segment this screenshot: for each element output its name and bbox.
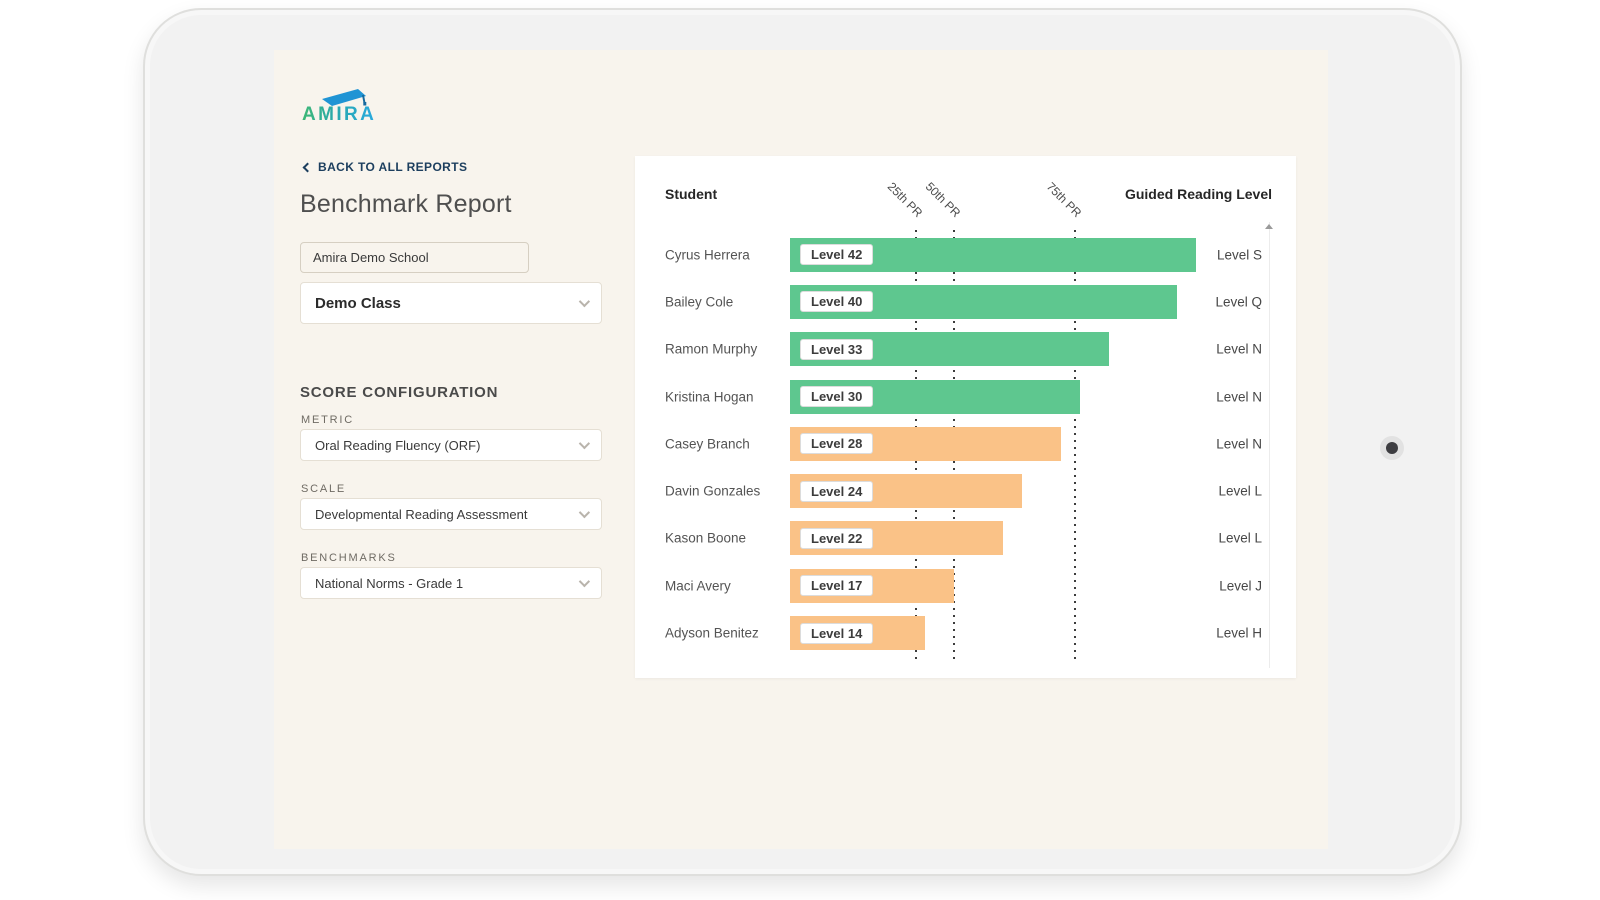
chevron-down-icon (578, 295, 591, 308)
tablet-frame: AMIRA BACK TO ALL REPORTS Benchmark Repo… (143, 8, 1462, 876)
table-row: Kason Boone Level 22 Level L (635, 515, 1296, 562)
student-name: Davin Gonzales (665, 483, 761, 499)
table-row: Adyson Benitez Level 14 Level H (635, 609, 1296, 656)
table-row: Kristina Hogan Level 30 Level N (635, 373, 1296, 420)
guided-reading-level: Level H (1216, 625, 1262, 641)
guided-reading-level: Level N (1216, 436, 1262, 452)
chevron-down-icon (578, 437, 591, 450)
benchmark-chart-card: Student Guided Reading Level 25th PR 50th… (635, 156, 1296, 678)
scroll-up-icon[interactable] (1265, 224, 1273, 229)
bar-chip: Level 40 (800, 291, 874, 313)
bar-chip: Level 22 (800, 527, 874, 549)
percentile-label: 25th PR (884, 179, 925, 220)
bar-chip: Level 14 (800, 622, 874, 644)
column-header-guided-reading-level: Guided Reading Level (1124, 186, 1272, 202)
student-name: Maci Avery (665, 578, 731, 594)
school-input[interactable] (300, 242, 529, 273)
guided-reading-level: Level J (1219, 578, 1262, 594)
chevron-down-icon (578, 575, 591, 588)
scrollbar-track[interactable] (1269, 222, 1270, 668)
score-bar[interactable]: Level 22 (790, 521, 1003, 556)
score-bar[interactable]: Level 14 (790, 616, 925, 651)
app-screen: AMIRA BACK TO ALL REPORTS Benchmark Repo… (274, 50, 1328, 849)
student-name: Casey Branch (665, 436, 750, 452)
scale-select[interactable]: Developmental Reading Assessment (300, 498, 602, 530)
back-link-label: BACK TO ALL REPORTS (318, 160, 468, 174)
guided-reading-level: Level N (1216, 341, 1262, 357)
chart-rows: Cyrus Herrera Level 42 Level S Bailey Co… (635, 231, 1296, 657)
bar-chip: Level 30 (800, 386, 874, 408)
guided-reading-level: Level S (1216, 247, 1262, 263)
score-bar[interactable]: Level 28 (790, 426, 1061, 461)
camera-lens-icon (1386, 442, 1398, 454)
logo-text: AMIRA (302, 104, 376, 124)
page-title: Benchmark Report (300, 190, 512, 218)
amira-logo: AMIRA (302, 86, 382, 129)
class-select-value: Demo Class (315, 294, 401, 312)
score-configuration-heading: SCORE CONFIGURATION (300, 384, 499, 401)
score-bar[interactable]: Level 17 (790, 568, 954, 603)
percentile-gridline (1074, 230, 1076, 660)
score-bar[interactable]: Level 30 (790, 379, 1080, 414)
scale-label: SCALE (301, 483, 347, 495)
guided-reading-level: Level Q (1215, 294, 1262, 310)
score-bar[interactable]: Level 33 (790, 332, 1109, 367)
table-row: Davin Gonzales Level 24 Level L (635, 467, 1296, 514)
back-to-reports-link[interactable]: BACK TO ALL REPORTS (302, 160, 468, 174)
table-row: Maci Avery Level 17 Level J (635, 562, 1296, 609)
guided-reading-level: Level L (1218, 483, 1262, 499)
table-row: Casey Branch Level 28 Level N (635, 420, 1296, 467)
column-header-student: Student (665, 186, 718, 202)
percentile-label: 75th PR (1043, 179, 1084, 220)
bar-chip: Level 17 (800, 575, 874, 597)
score-bar[interactable]: Level 40 (790, 284, 1177, 319)
benchmarks-label: BENCHMARKS (301, 552, 397, 564)
guided-reading-level: Level N (1216, 389, 1262, 405)
class-select[interactable]: Demo Class (300, 282, 602, 324)
percentile-label: 50th PR (922, 179, 963, 220)
metric-select[interactable]: Oral Reading Fluency (ORF) (300, 429, 602, 461)
benchmarks-select-value: National Norms - Grade 1 (315, 575, 464, 591)
bar-chip: Level 33 (800, 338, 874, 360)
score-bar[interactable]: Level 42 (790, 237, 1196, 272)
metric-select-value: Oral Reading Fluency (ORF) (315, 437, 481, 453)
scale-select-value: Developmental Reading Assessment (315, 506, 528, 522)
metric-label: METRIC (301, 414, 354, 426)
table-row: Bailey Cole Level 40 Level Q (635, 278, 1296, 325)
tablet-camera (1380, 436, 1404, 460)
guided-reading-level: Level L (1218, 530, 1262, 546)
benchmarks-select[interactable]: National Norms - Grade 1 (300, 567, 602, 599)
bar-chip: Level 28 (800, 433, 874, 455)
student-name: Adyson Benitez (665, 625, 759, 641)
student-name: Cyrus Herrera (665, 247, 750, 263)
student-name: Ramon Murphy (665, 341, 758, 357)
student-name: Kristina Hogan (665, 389, 754, 405)
chevron-left-icon (302, 162, 313, 172)
graduation-cap-icon (322, 89, 367, 106)
bar-chip: Level 42 (800, 244, 874, 266)
bar-chip: Level 24 (800, 480, 874, 502)
student-name: Bailey Cole (665, 294, 734, 310)
score-bar[interactable]: Level 24 (790, 474, 1022, 509)
chevron-down-icon (578, 506, 591, 519)
percentile-labels: 25th PR 50th PR 75th PR (635, 156, 1296, 220)
table-row: Ramon Murphy Level 33 Level N (635, 326, 1296, 373)
student-name: Kason Boone (665, 530, 747, 546)
table-row: Cyrus Herrera Level 42 Level S (635, 231, 1296, 278)
